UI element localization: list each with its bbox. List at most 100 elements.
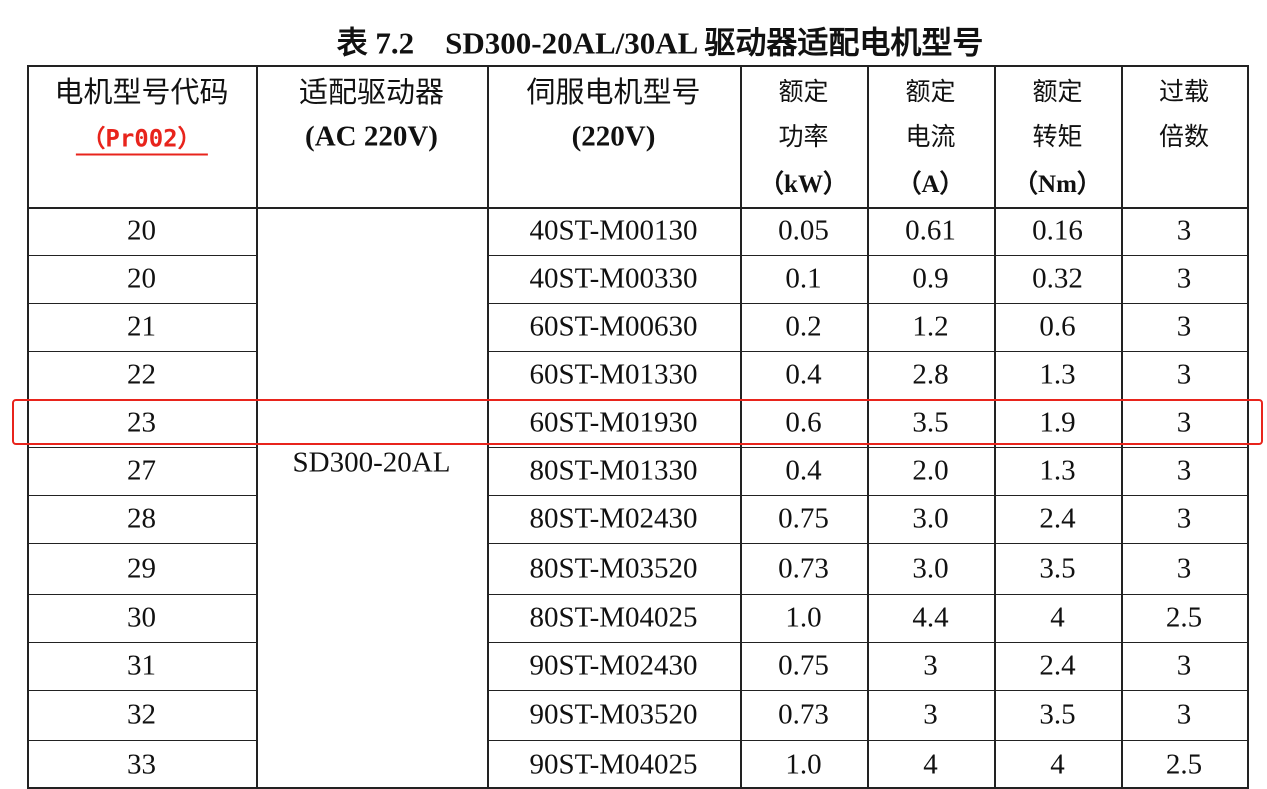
border — [27, 690, 256, 691]
cell-text: 29 — [127, 552, 156, 584]
cell-text: 3 — [1176, 406, 1192, 439]
border — [740, 65, 742, 789]
cell-text: 4 — [923, 748, 938, 780]
cell-text: 3 — [1176, 649, 1192, 682]
border — [27, 255, 256, 256]
cell-text: 2.4 — [1039, 649, 1076, 682]
header-text: (220V) — [571, 120, 656, 153]
cell-text: 3 — [1176, 552, 1192, 584]
border — [487, 690, 1247, 691]
border — [27, 740, 256, 741]
header-text: 功率 — [778, 124, 829, 151]
border — [27, 495, 256, 496]
cell-text: 90ST-M03520 — [529, 698, 698, 731]
cell-text: 3 — [1176, 454, 1192, 487]
cell-text: 60ST-M01330 — [529, 358, 698, 391]
cell-text: 90ST-M02430 — [529, 649, 698, 682]
highlight-box — [12, 399, 1263, 445]
border — [487, 351, 1247, 352]
cell-text: 60ST-M00630 — [529, 310, 698, 343]
cell-text: 20 — [127, 262, 156, 295]
cell-text: 33 — [127, 748, 156, 780]
cell-text: 3 — [923, 698, 938, 731]
cell-text: 22 — [127, 358, 156, 391]
cell-text: 3 — [1176, 502, 1192, 535]
border — [27, 303, 256, 304]
cell-text: 0.75 — [778, 649, 829, 682]
border — [487, 495, 1247, 496]
header-text: 额定 — [778, 79, 829, 106]
cell-text: 4.4 — [912, 601, 949, 634]
border — [27, 787, 1247, 789]
cell-text: 80ST-M03520 — [529, 552, 698, 584]
header-text: 电流 — [905, 124, 956, 151]
border — [27, 543, 256, 544]
border — [27, 642, 256, 643]
border — [487, 594, 1247, 595]
cell-text: 20 — [127, 214, 156, 247]
border — [27, 351, 256, 352]
border — [867, 65, 869, 789]
cell-text: 0.6 — [785, 406, 822, 439]
header-text: （Pr002） — [75, 119, 208, 156]
cell-text: 3 — [1176, 358, 1192, 391]
header-text: （Nm） — [1013, 171, 1102, 198]
cell-text: 21 — [127, 310, 156, 343]
cell-text: 31 — [127, 649, 156, 682]
cell-text: 80ST-M02430 — [529, 502, 698, 535]
border — [487, 65, 489, 789]
cell-text: 3 — [1176, 310, 1192, 343]
cell-text: 0.73 — [778, 552, 829, 584]
cell-text: 0.6 — [1039, 310, 1076, 343]
cell-text: 2.8 — [912, 358, 949, 391]
cell-text: 23 — [127, 406, 156, 439]
driver-text: SD300-20AL — [292, 446, 451, 479]
cell-text: 40ST-M00330 — [529, 262, 698, 295]
border — [487, 642, 1247, 643]
cell-text: 28 — [127, 502, 156, 535]
border — [27, 594, 256, 595]
table-title: 表 7.2 SD300-20AL/30AL 驱动器适配电机型号 — [336, 25, 984, 61]
cell-text: 1.3 — [1039, 358, 1076, 391]
header-text: 适配驱动器 — [298, 77, 445, 109]
cell-text: 4 — [1050, 601, 1065, 634]
border — [487, 447, 1247, 448]
border — [1121, 65, 1123, 789]
cell-text: 0.1 — [785, 262, 822, 295]
header-text: 额定 — [1032, 79, 1083, 106]
cell-text: 3 — [923, 649, 938, 682]
header-text: 电机型号代码 — [54, 77, 229, 109]
border — [487, 543, 1247, 544]
border — [1247, 65, 1249, 789]
cell-text: 0.4 — [785, 454, 822, 487]
cell-text: 4 — [1050, 748, 1065, 780]
cell-text: 2.5 — [1165, 601, 1203, 634]
header-text: (AC 220V) — [305, 120, 438, 153]
header-text: （A） — [896, 171, 965, 198]
header-text: 额定 — [905, 79, 956, 106]
cell-text: 3.5 — [1039, 552, 1076, 584]
cell-text: 27 — [127, 454, 156, 487]
border — [994, 65, 996, 789]
cell-text: 0.75 — [778, 502, 829, 535]
cell-text: 60ST-M01930 — [529, 406, 698, 439]
cell-text: 0.61 — [905, 214, 956, 247]
border — [27, 65, 1247, 67]
cell-text: 32 — [127, 698, 156, 731]
cell-text: 3.5 — [1039, 698, 1076, 731]
cell-text: 0.2 — [785, 310, 822, 343]
cell-text: 0.16 — [1032, 214, 1083, 247]
cell-text: 3.5 — [912, 406, 949, 439]
cell-text: 1.9 — [1039, 406, 1076, 439]
header-text: （kW） — [759, 171, 848, 198]
border — [27, 65, 29, 789]
header-text: 转矩 — [1032, 124, 1083, 151]
header-text: 过载 — [1158, 79, 1210, 106]
border — [487, 740, 1247, 741]
cell-text: 90ST-M04025 — [529, 748, 698, 780]
border — [27, 447, 256, 448]
header-text: 倍数 — [1158, 124, 1210, 151]
cell-text: 2.0 — [912, 454, 949, 487]
cell-text: 3.0 — [912, 552, 949, 584]
